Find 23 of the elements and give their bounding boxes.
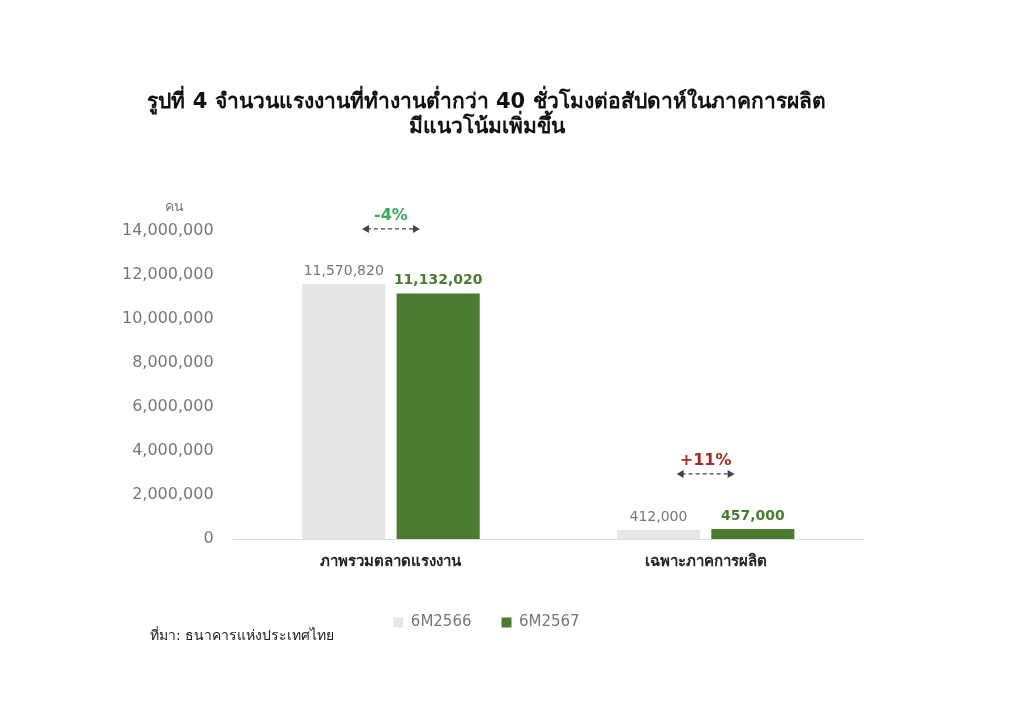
y-tick-label: 2,000,000 [132,484,214,504]
x-tick-label: เฉพาะภาคการผลิต [644,551,767,570]
y-tick-label: 0 [203,528,214,548]
legend-label: 6M2566 [410,612,472,631]
legend-label: 6M2567 [519,612,580,631]
chart-title: รูปที่ 4 จำนวนแรงงานที่ทำงานต่ำกว่า 40 ชั่วโมงต่อสัปดาห์ในภาคการผลิต มีแนวโน้มเพิ่มขึ้น [147,85,826,139]
data-label: 11,132,020 [393,271,483,288]
data-label: 11,570,820 [303,261,384,278]
y-tick-label: 8,000,000 [132,351,214,371]
y-tick-label: 4,000,000 [132,439,214,459]
text: -4% [374,205,408,225]
y-tick-label: 14,000,000 [122,219,214,239]
data-label: 412,000 [629,507,688,524]
x-tick-label: ภาพรวมตลาดแรงงาน [320,551,463,570]
text: ที่มา: ธนาคารแห่งประเทศไทย [150,625,335,643]
y-tick-label: 12,000,000 [122,263,214,283]
y-tick-label: 6,000,000 [132,395,214,415]
y-axis-title: คน [164,198,184,215]
bar [396,293,480,539]
data-label: 457,000 [720,506,785,523]
bar [711,528,795,539]
y-tick-label: 10,000,000 [122,307,214,327]
annotation: +11% [679,450,732,470]
